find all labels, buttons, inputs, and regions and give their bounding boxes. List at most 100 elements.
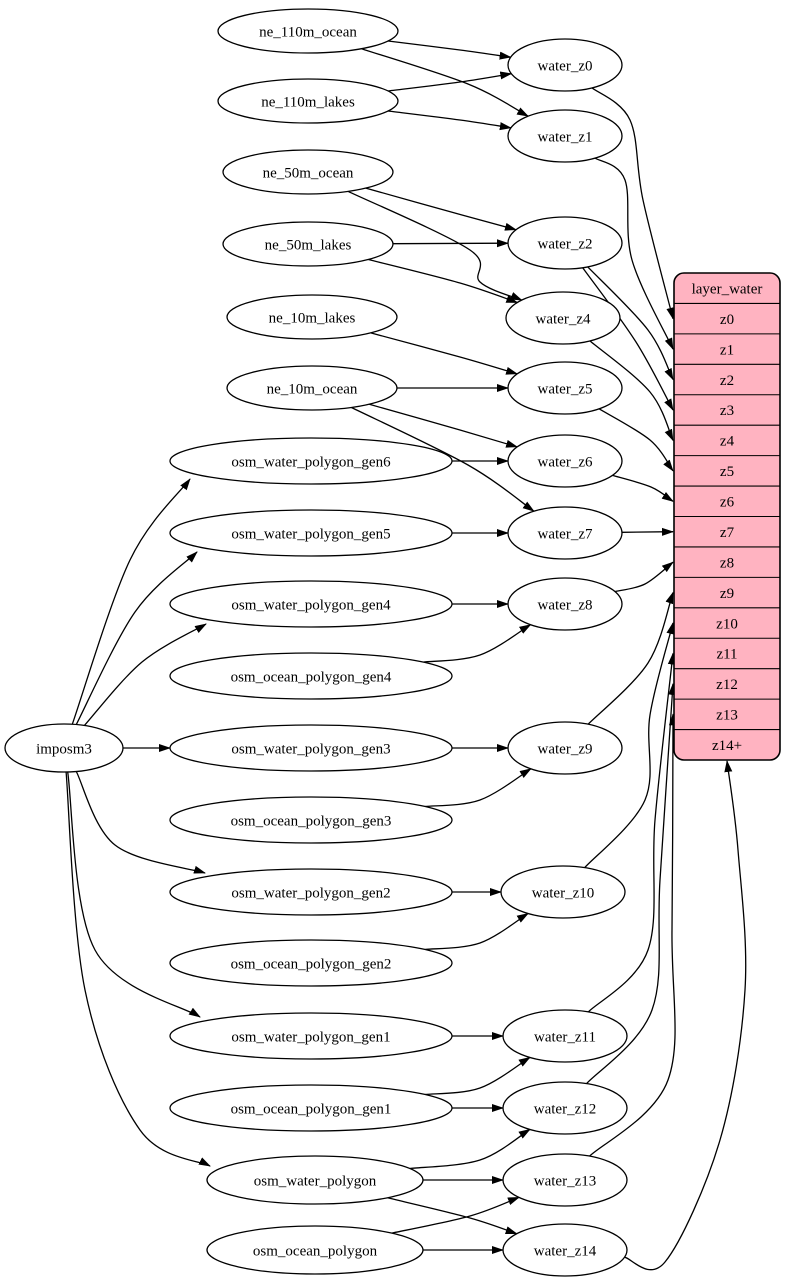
node-shape-water_z9 bbox=[507, 721, 623, 775]
node-label-ne_110m_ocean: ne_110m_ocean bbox=[259, 24, 357, 40]
table-row-z12: z12 bbox=[716, 677, 738, 693]
node-water_z10: water_z10 bbox=[500, 865, 626, 919]
node-label-osm_water_polygon_gen5: osm_water_polygon_gen5 bbox=[231, 526, 390, 542]
edge-ne_50m_ocean-to-water_z2 bbox=[365, 187, 517, 231]
edge-osm_ocean_polygon-to-water_z13 bbox=[391, 1196, 520, 1234]
node-water_z9: water_z9 bbox=[507, 721, 623, 775]
node-osm_water_polygon_gen1: osm_water_polygon_gen1 bbox=[169, 1012, 453, 1060]
node-shape-osm_ocean_polygon_gen1 bbox=[169, 1084, 453, 1132]
edge-imposm3-to-osm_water_polygon_gen1 bbox=[67, 771, 201, 1018]
node-label-osm_water_polygon_gen6: osm_water_polygon_gen6 bbox=[231, 454, 391, 470]
edge-ne_10m_lakes-to-water_z5 bbox=[370, 332, 519, 375]
node-label-water_z4: water_z4 bbox=[536, 311, 591, 327]
node-ne_10m_lakes: ne_10m_lakes bbox=[226, 294, 398, 340]
table-row-z3: z3 bbox=[720, 403, 734, 419]
node-label-ne_10m_ocean: ne_10m_ocean bbox=[267, 381, 358, 397]
node-water_z14: water_z14 bbox=[502, 1223, 628, 1277]
table-row-z10: z10 bbox=[716, 616, 738, 632]
node-water_z11: water_z11 bbox=[502, 1009, 628, 1063]
node-label-osm_ocean_polygon: osm_ocean_polygon bbox=[253, 1243, 378, 1259]
node-osm_water_polygon_gen3: osm_water_polygon_gen3 bbox=[169, 724, 453, 772]
edge-water_z13-to-layer_water.z13 bbox=[589, 713, 677, 1157]
node-shape-water_z13 bbox=[502, 1153, 628, 1207]
node-shape-osm_water_polygon_gen2 bbox=[169, 868, 453, 916]
node-label-water_z10: water_z10 bbox=[532, 885, 594, 901]
node-osm_water_polygon_gen4: osm_water_polygon_gen4 bbox=[169, 580, 453, 628]
node-water_z7: water_z7 bbox=[507, 506, 623, 560]
node-shape-water_z11 bbox=[502, 1009, 628, 1063]
edge-osm_ocean_polygon_gen1-to-water_z11 bbox=[425, 1056, 531, 1096]
node-shape-water_z14 bbox=[502, 1223, 628, 1277]
node-label-water_z8: water_z8 bbox=[538, 597, 593, 613]
node-shape-osm_water_polygon bbox=[206, 1155, 424, 1205]
node-shape-water_z2 bbox=[507, 216, 623, 270]
node-label-water_z9: water_z9 bbox=[538, 741, 593, 757]
node-ne_50m_ocean: ne_50m_ocean bbox=[222, 149, 394, 195]
node-water_z2: water_z2 bbox=[507, 216, 623, 270]
node-label-osm_water_polygon_gen2: osm_water_polygon_gen2 bbox=[231, 885, 390, 901]
node-label-ne_110m_lakes: ne_110m_lakes bbox=[261, 94, 355, 110]
table-row-z11: z11 bbox=[716, 647, 737, 663]
table-row-z0: z0 bbox=[720, 312, 734, 328]
edge-ne_50m_ocean-to-water_z4 bbox=[347, 190, 523, 301]
node-imposm3: imposm3 bbox=[4, 723, 124, 773]
node-label-water_z0: water_z0 bbox=[538, 58, 593, 74]
node-label-water_z5: water_z5 bbox=[538, 381, 593, 397]
table-row-z8: z8 bbox=[720, 555, 734, 571]
nodes-layer: imposm3 ne_110m_ocean ne_110m_lakes ne_50m_… bbox=[4, 8, 781, 1277]
node-shape-water_z7 bbox=[507, 506, 623, 560]
table-layer_water: layer_water z0 z1 z2 z3 z4 z5 z6 z7 z8 z9 z10 z11 z12… bbox=[673, 272, 781, 761]
edge-water_z2-to-layer_water.z2 bbox=[587, 266, 674, 381]
table-row-z9: z9 bbox=[720, 586, 734, 602]
table-title: layer_water bbox=[692, 281, 763, 297]
node-shape-water_z6 bbox=[507, 434, 623, 488]
edge-water_z8-to-layer_water.z8 bbox=[614, 561, 674, 593]
node-shape-water_z12 bbox=[502, 1081, 628, 1135]
node-shape-water_z0 bbox=[507, 38, 623, 92]
node-shape-ne_110m_ocean bbox=[217, 8, 399, 54]
edge-water_z6-to-layer_water.z6 bbox=[612, 474, 674, 502]
node-shape-water_z4 bbox=[505, 291, 621, 345]
table-row-z6: z6 bbox=[720, 495, 735, 511]
node-ne_110m_ocean: ne_110m_ocean bbox=[217, 8, 399, 54]
edge-imposm3-to-osm_water_polygon_gen4 bbox=[83, 623, 207, 726]
node-osm_ocean_polygon_gen2: osm_ocean_polygon_gen2 bbox=[169, 939, 453, 987]
table-row-z4: z4 bbox=[720, 434, 735, 450]
node-ne_50m_lakes: ne_50m_lakes bbox=[222, 221, 394, 267]
node-ne_10m_ocean: ne_10m_ocean bbox=[226, 365, 398, 411]
table-row-z14+: z14+ bbox=[712, 738, 742, 754]
node-label-osm_water_polygon_gen1: osm_water_polygon_gen1 bbox=[231, 1029, 390, 1045]
node-label-osm_water_polygon: osm_water_polygon bbox=[254, 1173, 377, 1189]
node-osm_water_polygon_gen6: osm_water_polygon_gen6 bbox=[169, 437, 453, 485]
node-shape-osm_water_polygon_gen6 bbox=[169, 437, 453, 485]
node-label-osm_ocean_polygon_gen3: osm_ocean_polygon_gen3 bbox=[231, 813, 392, 829]
edge-ne_10m_ocean-to-water_z7 bbox=[351, 406, 535, 512]
edge-osm_ocean_polygon_gen2-to-water_z10 bbox=[425, 912, 529, 951]
edge-imposm3-to-osm_water_polygon_gen5 bbox=[75, 551, 198, 725]
node-water_z5: water_z5 bbox=[507, 361, 623, 415]
edge-water_z11-to-layer_water.z11 bbox=[587, 652, 676, 1013]
edge-osm_ocean_polygon_gen3-to-water_z9 bbox=[425, 768, 532, 808]
table-row-z2: z2 bbox=[720, 373, 734, 389]
node-osm_ocean_polygon_gen3: osm_ocean_polygon_gen3 bbox=[169, 796, 453, 844]
node-label-osm_ocean_polygon_gen2: osm_ocean_polygon_gen2 bbox=[231, 956, 392, 972]
node-label-osm_water_polygon_gen3: osm_water_polygon_gen3 bbox=[231, 741, 390, 757]
node-shape-ne_10m_ocean bbox=[226, 365, 398, 411]
edge-water_z10-to-layer_water.z10 bbox=[584, 622, 675, 869]
node-shape-water_z1 bbox=[507, 109, 623, 163]
edge-water_z1-to-layer_water.z1 bbox=[594, 157, 674, 351]
node-osm_water_polygon_gen5: osm_water_polygon_gen5 bbox=[169, 509, 453, 557]
node-shape-osm_ocean_polygon_gen3 bbox=[169, 796, 453, 844]
node-shape-osm_water_polygon_gen4 bbox=[169, 580, 453, 628]
edge-water_z14-to-layer_water.z14+ bbox=[624, 760, 747, 1271]
node-ne_110m_lakes: ne_110m_lakes bbox=[217, 78, 399, 124]
edge-ne_110m_lakes-to-water_z0 bbox=[388, 71, 513, 92]
node-water_z13: water_z13 bbox=[502, 1153, 628, 1207]
edge-ne_110m_ocean-to-water_z0 bbox=[388, 40, 512, 60]
node-shape-imposm3 bbox=[4, 723, 124, 773]
node-osm_ocean_polygon: osm_ocean_polygon bbox=[206, 1225, 424, 1275]
node-shape-ne_50m_lakes bbox=[222, 221, 394, 267]
edge-water_z0-to-layer_water.z0 bbox=[591, 87, 675, 320]
node-shape-osm_ocean_polygon_gen4 bbox=[169, 652, 453, 700]
